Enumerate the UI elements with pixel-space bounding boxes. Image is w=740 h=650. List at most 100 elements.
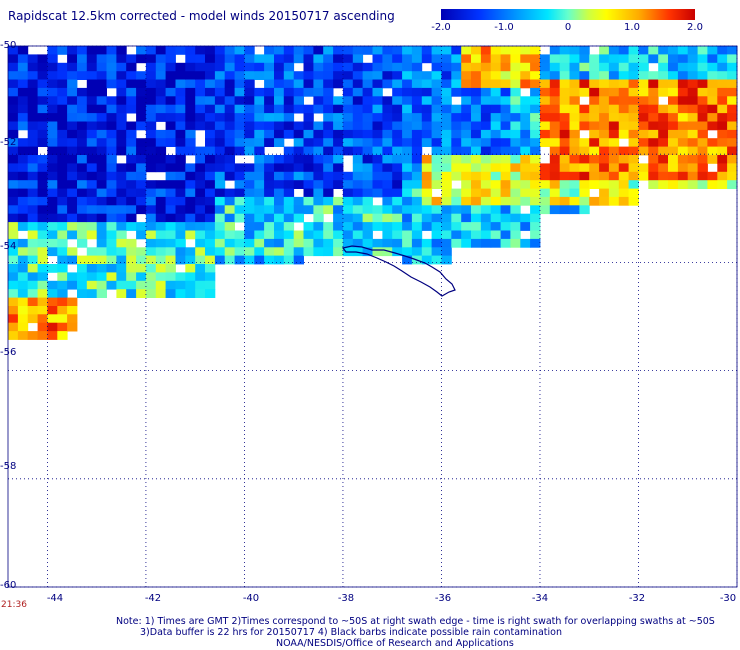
heatmap-cell bbox=[165, 180, 176, 189]
heatmap-cell bbox=[205, 280, 216, 290]
heatmap-cell bbox=[185, 62, 196, 72]
heatmap-cell bbox=[480, 129, 492, 139]
heatmap-cell bbox=[727, 121, 738, 131]
heatmap-cell bbox=[126, 163, 137, 173]
heatmap-cell bbox=[362, 238, 373, 248]
heatmap-cell bbox=[608, 196, 620, 206]
heatmap-cell bbox=[27, 146, 38, 156]
heatmap-cell bbox=[372, 54, 383, 64]
heatmap-cell bbox=[599, 46, 610, 55]
heatmap-cell bbox=[608, 180, 620, 189]
heatmap-cell bbox=[471, 54, 482, 64]
heatmap-cell bbox=[431, 62, 442, 72]
heatmap-cell bbox=[234, 79, 245, 89]
heatmap-cell bbox=[17, 121, 29, 131]
heatmap-cell bbox=[96, 104, 107, 114]
heatmap-cell bbox=[530, 129, 541, 139]
heatmap-cell bbox=[589, 155, 600, 164]
heatmap-cell bbox=[382, 196, 393, 206]
heatmap-cell bbox=[37, 280, 48, 290]
heatmap-cell bbox=[490, 196, 501, 206]
heatmap-cell bbox=[618, 180, 630, 189]
heatmap-cell bbox=[471, 155, 482, 164]
heatmap-cell bbox=[599, 163, 610, 173]
heatmap-cell bbox=[175, 121, 186, 131]
heatmap-cell bbox=[510, 129, 521, 139]
heatmap-cell bbox=[214, 205, 226, 215]
heatmap-cell bbox=[274, 113, 285, 122]
heatmap-cell bbox=[569, 104, 580, 114]
heatmap-cell bbox=[668, 163, 679, 173]
heatmap-cell bbox=[234, 129, 245, 139]
heatmap-cell bbox=[293, 155, 304, 164]
heatmap-cell bbox=[67, 155, 78, 164]
heatmap-cell bbox=[677, 129, 689, 139]
heatmap-cell bbox=[145, 62, 157, 72]
heatmap-cell bbox=[441, 113, 452, 122]
heatmap-cell bbox=[490, 213, 501, 223]
heatmap-cell bbox=[165, 196, 176, 206]
heatmap-cell bbox=[195, 46, 206, 55]
heatmap-cell bbox=[224, 247, 235, 257]
heatmap-cell bbox=[530, 96, 541, 106]
heatmap-cell bbox=[67, 163, 78, 173]
heatmap-cell bbox=[145, 113, 157, 122]
heatmap-cell bbox=[283, 163, 295, 173]
heatmap-cell bbox=[106, 188, 117, 198]
heatmap-cell bbox=[333, 46, 344, 55]
heatmap-cell bbox=[274, 62, 285, 72]
heatmap-cell bbox=[628, 180, 639, 189]
heatmap-cell bbox=[510, 96, 521, 106]
heatmap-cell bbox=[57, 62, 68, 72]
heatmap-cell bbox=[17, 113, 29, 122]
heatmap-cell bbox=[303, 196, 314, 206]
heatmap-cell bbox=[658, 71, 669, 80]
heatmap-cell bbox=[471, 104, 482, 114]
heatmap-cell bbox=[372, 238, 383, 248]
heatmap-cell bbox=[362, 188, 373, 198]
heatmap-cell bbox=[145, 121, 157, 131]
heatmap-cell bbox=[37, 121, 48, 131]
heatmap-cell bbox=[244, 247, 255, 257]
heatmap-cell bbox=[352, 180, 364, 189]
heatmap-cell bbox=[155, 196, 167, 206]
heatmap-cell bbox=[234, 71, 245, 80]
heatmap-cell bbox=[451, 155, 462, 164]
heatmap-cell bbox=[431, 180, 442, 189]
heatmap-cell bbox=[293, 247, 304, 257]
heatmap-cell bbox=[628, 163, 639, 173]
heatmap-cell bbox=[234, 62, 245, 72]
heatmap-cell bbox=[274, 138, 285, 147]
heatmap-cell bbox=[116, 222, 127, 231]
heatmap-cell bbox=[77, 238, 88, 248]
heatmap-cell bbox=[392, 87, 403, 97]
heatmap-cell bbox=[175, 96, 186, 106]
heatmap-cell bbox=[293, 71, 304, 80]
heatmap-cell bbox=[313, 138, 324, 147]
heatmap-cell bbox=[461, 196, 472, 206]
heatmap-cell bbox=[530, 222, 541, 231]
heatmap-cell bbox=[500, 180, 511, 189]
heatmap-cell bbox=[214, 129, 226, 139]
heatmap-cell bbox=[362, 104, 373, 114]
heatmap-cell bbox=[490, 222, 501, 231]
heatmap-cell bbox=[27, 96, 38, 106]
heatmap-cell bbox=[47, 129, 58, 139]
heatmap-cell bbox=[136, 196, 147, 206]
heatmap-cell bbox=[589, 96, 600, 106]
heatmap-cell bbox=[57, 188, 68, 198]
heatmap-cell bbox=[382, 180, 393, 189]
heatmap-cell bbox=[717, 171, 728, 181]
heatmap-cell bbox=[638, 79, 649, 89]
heatmap-cell bbox=[441, 171, 452, 181]
heatmap-cell bbox=[145, 46, 157, 55]
heatmap-cell bbox=[165, 238, 176, 248]
heatmap-cell bbox=[441, 255, 452, 265]
heatmap-cell bbox=[293, 180, 304, 189]
heatmap-cell bbox=[8, 272, 19, 282]
heatmap-cell bbox=[254, 180, 265, 189]
heatmap-cell bbox=[471, 129, 482, 139]
heatmap-cell bbox=[254, 238, 265, 248]
heatmap-cell bbox=[618, 104, 630, 114]
heatmap-cell bbox=[195, 71, 206, 80]
